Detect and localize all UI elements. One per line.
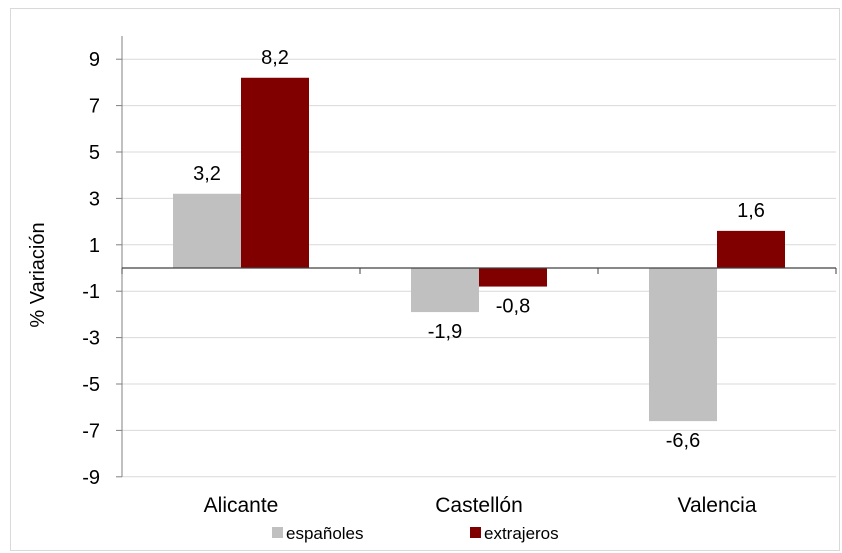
category-label: Valencia <box>678 494 757 517</box>
y-tick-label: 9 <box>89 49 100 71</box>
bar-españoles-valencia <box>649 268 717 422</box>
y-tick-labels: 9 7 5 3 1 -1 -3 -5 -7 -9 <box>82 49 100 489</box>
y-axis-label: % Variación <box>27 222 49 327</box>
y-tick-label: -9 <box>82 467 100 489</box>
y-tick-label: -7 <box>82 420 100 442</box>
legend-swatch-españoles <box>272 527 283 538</box>
data-label: 8,2 <box>261 47 289 69</box>
legend-swatch-extrajeros <box>470 527 481 538</box>
data-labels: 3,2 8,2 -1,9 -0,8 -6,6 1,6 <box>193 47 765 452</box>
data-label: -1,9 <box>428 321 462 343</box>
data-label: 3,2 <box>193 163 221 185</box>
y-tick-label: 7 <box>89 96 100 118</box>
axes <box>121 36 837 477</box>
data-label: -6,6 <box>666 430 700 452</box>
bar-españoles-castellón <box>411 268 479 313</box>
legend: españoles extrajeros <box>272 524 559 543</box>
category-label: Castellón <box>435 494 523 517</box>
chart-frame <box>10 8 840 551</box>
y-tick-label: -1 <box>82 281 100 303</box>
category-labels: Alicante Castellón Valencia <box>204 494 757 517</box>
legend-label-españoles: españoles <box>286 524 364 543</box>
y-tick-label: 3 <box>89 188 100 210</box>
bar-extrajeros-valencia <box>717 230 785 268</box>
y-tick-label: 5 <box>89 142 100 164</box>
bars <box>173 77 785 422</box>
y-tick-label: -5 <box>82 374 100 396</box>
data-label: 1,6 <box>737 200 765 222</box>
bar-españoles-alicante <box>173 193 241 268</box>
y-tick-label: 1 <box>89 235 100 257</box>
bar-extrajeros-alicante <box>241 77 309 268</box>
data-label: -0,8 <box>496 296 530 318</box>
legend-label-extrajeros: extrajeros <box>484 524 559 543</box>
category-label: Alicante <box>204 494 279 517</box>
y-tick-label: -3 <box>82 328 100 350</box>
bar-extrajeros-castellón <box>479 268 547 287</box>
